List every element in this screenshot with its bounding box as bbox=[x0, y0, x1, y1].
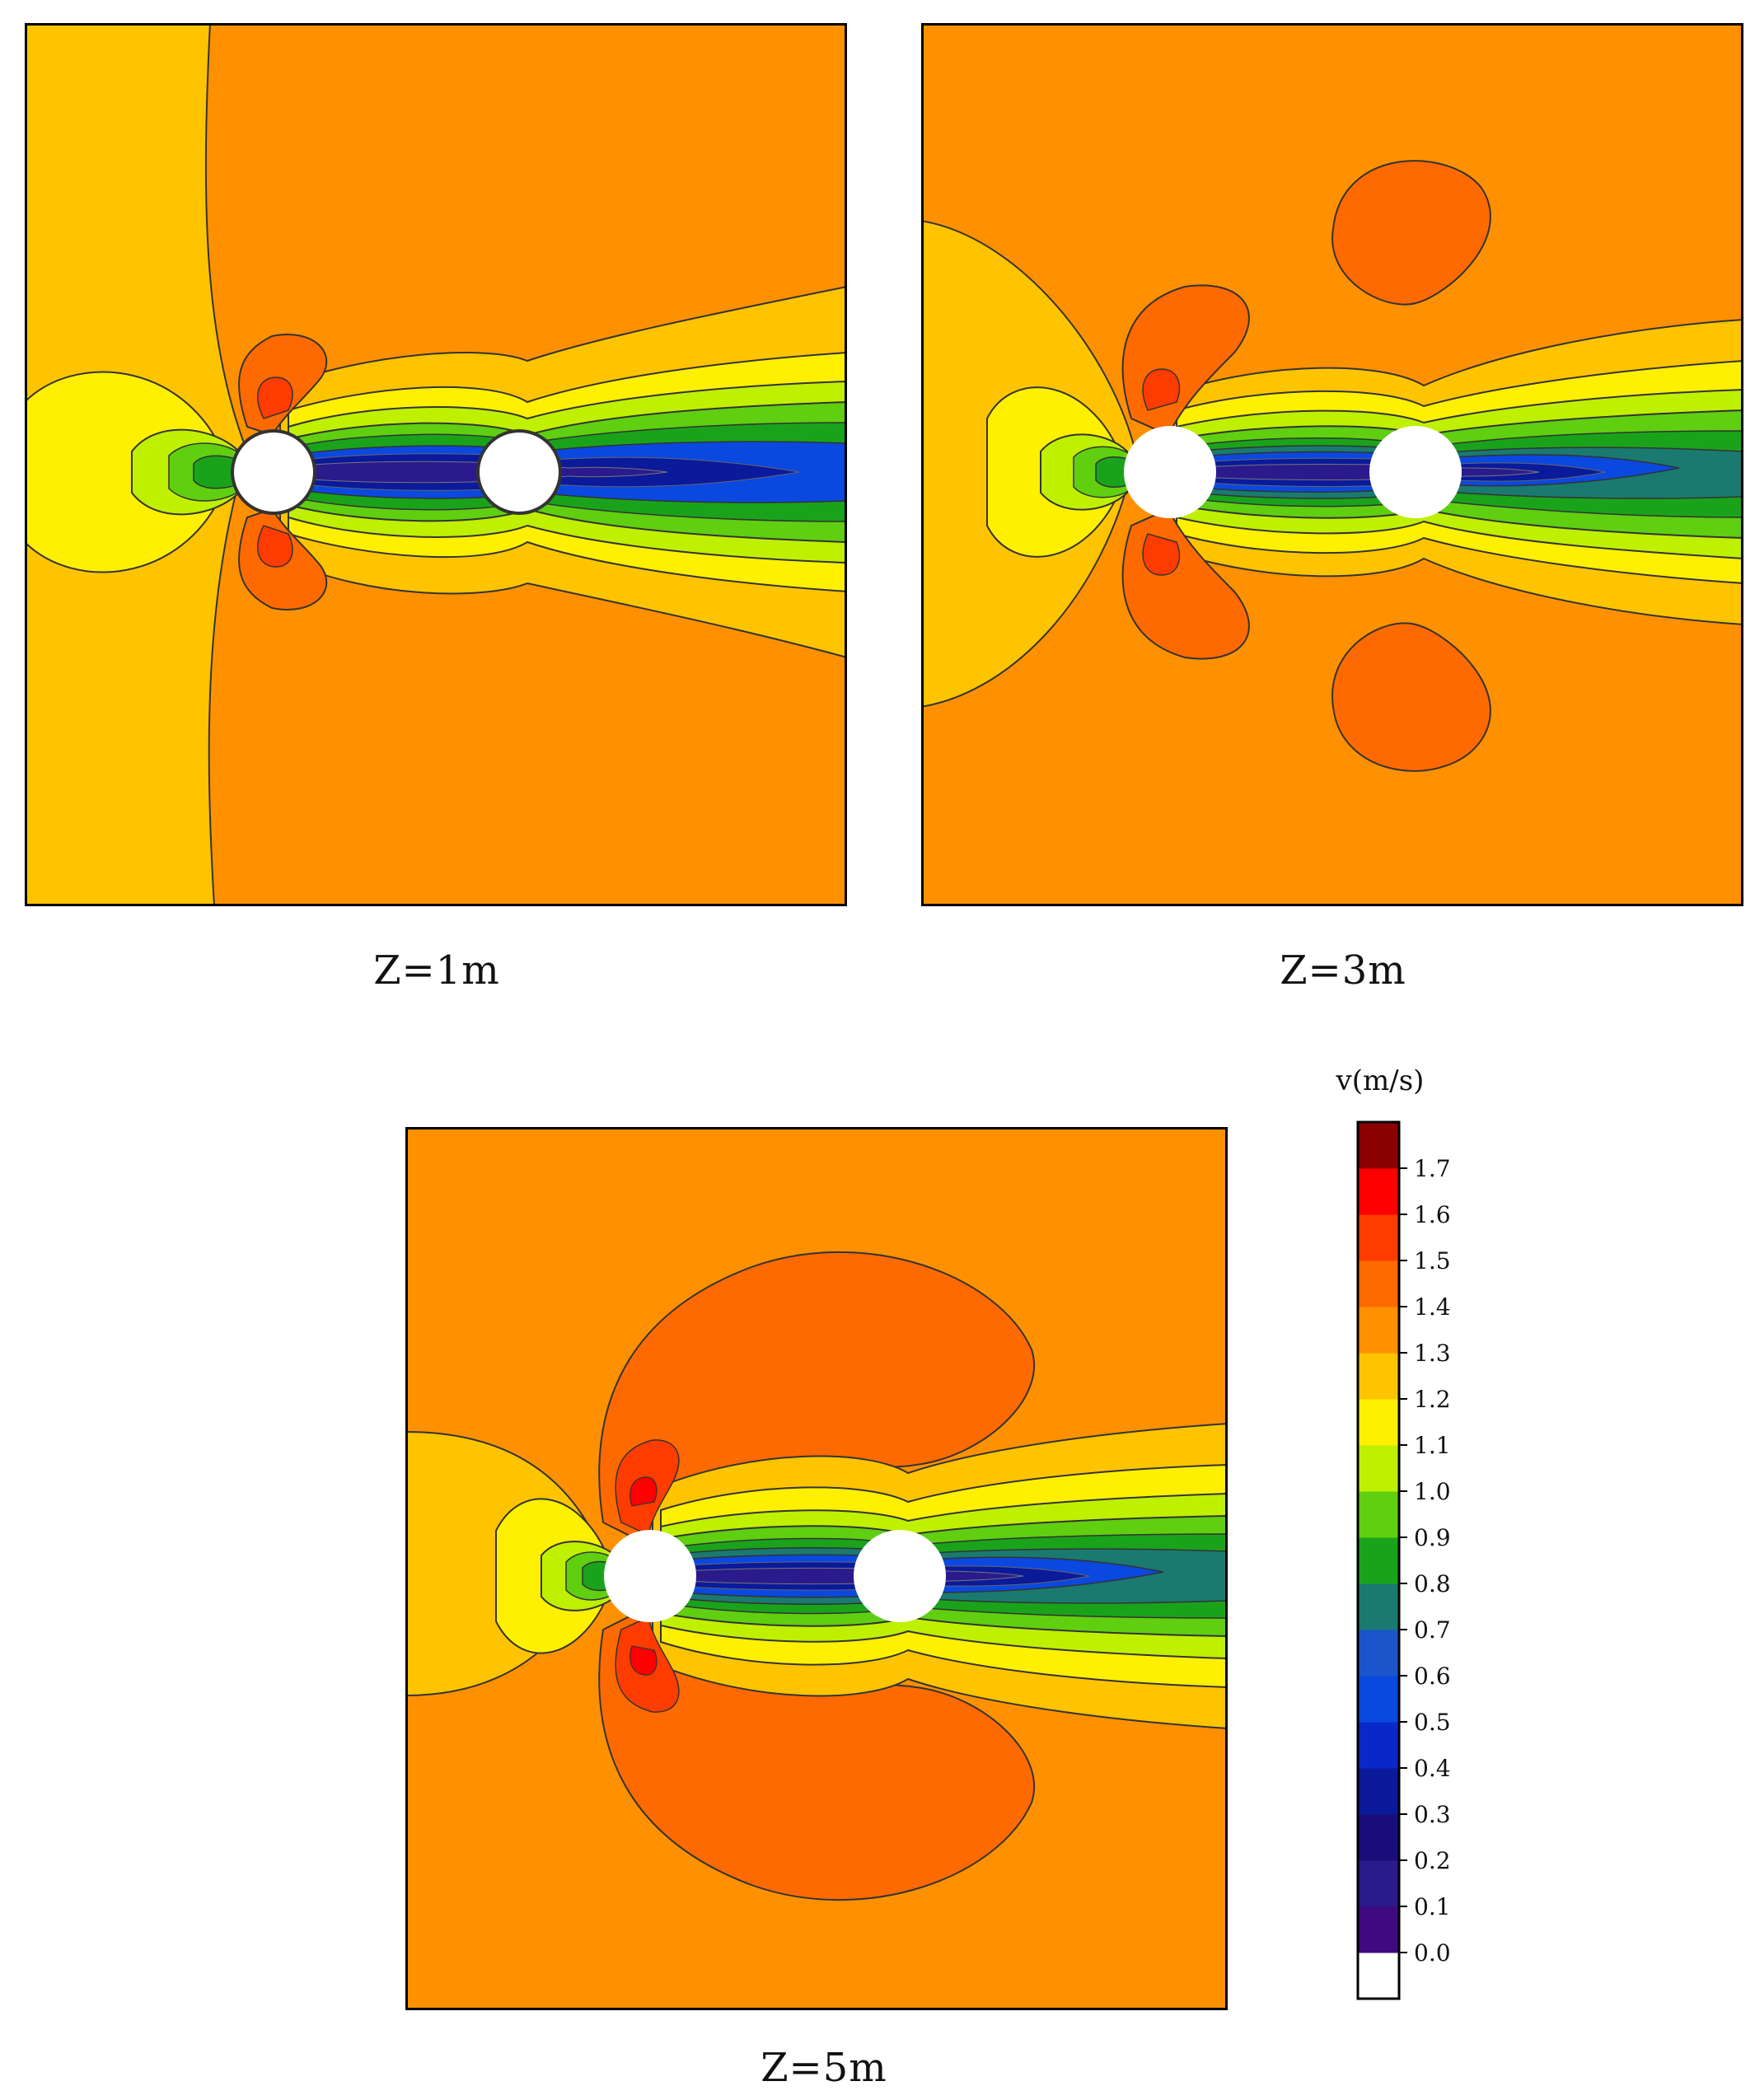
colorbar-swatch bbox=[1358, 1307, 1399, 1354]
caption-z3: Z=3m bbox=[1280, 947, 1406, 994]
colorbar-swatch bbox=[1358, 1953, 1399, 1999]
colorbar-swatch bbox=[1358, 1214, 1399, 1261]
colorbar-tick-label: 0.4 bbox=[1414, 1755, 1451, 1782]
panel-z5 bbox=[405, 1127, 1228, 2010]
colorbar-swatch bbox=[1358, 1445, 1399, 1492]
panel-z1 bbox=[25, 23, 847, 906]
colorbar-tick-label: 1.5 bbox=[1414, 1247, 1451, 1274]
colorbar-swatch bbox=[1358, 1814, 1399, 1861]
contour-plot-z3 bbox=[921, 23, 1743, 906]
colorbar-swatch bbox=[1358, 1906, 1399, 1953]
colorbar-tick-label: 1.3 bbox=[1414, 1340, 1451, 1367]
contour-plot-z1 bbox=[25, 23, 847, 906]
colorbar-frame bbox=[1356, 1120, 1401, 2000]
colorbar-tick-label: 0.7 bbox=[1414, 1616, 1451, 1644]
colorbar-tick-label: 0.6 bbox=[1414, 1663, 1451, 1690]
colorbar-tick-label: 0.9 bbox=[1414, 1524, 1451, 1551]
colorbar-tick-label: 1.6 bbox=[1414, 1201, 1451, 1228]
colorbar-title: v(m/s) bbox=[1336, 1064, 1425, 1097]
colorbar-tick-label: 1.4 bbox=[1414, 1293, 1451, 1321]
colorbar-tick-label: 1.1 bbox=[1414, 1432, 1451, 1459]
colorbar-swatch bbox=[1358, 1260, 1399, 1307]
colorbar-swatch bbox=[1358, 1537, 1399, 1584]
colorbar-swatch bbox=[1358, 1860, 1399, 1907]
contour-plot-z5 bbox=[405, 1127, 1228, 2010]
colorbar-tick-label: 1.7 bbox=[1414, 1155, 1451, 1182]
colorbar-tick-label: 1.0 bbox=[1414, 1478, 1451, 1505]
caption-z5: Z=5m bbox=[760, 2045, 887, 2091]
colorbar-tick-label: 0.3 bbox=[1414, 1801, 1451, 1828]
colorbar-tick-label: 0.5 bbox=[1414, 1709, 1451, 1736]
colorbar-swatch bbox=[1358, 1122, 1399, 1169]
colorbar-swatch bbox=[1358, 1353, 1399, 1400]
colorbar-tick-label: 0.0 bbox=[1414, 1939, 1451, 1967]
colorbar-swatch bbox=[1358, 1583, 1399, 1630]
colorbar-tick-label: 0.8 bbox=[1414, 1570, 1451, 1597]
colorbar-tick-label: 0.1 bbox=[1414, 1893, 1451, 1920]
colorbar-tick-label: 0.2 bbox=[1414, 1847, 1451, 1874]
colorbar-swatch bbox=[1358, 1168, 1399, 1215]
colorbar: 0.0 0.1 0.2 0.3 0.4 0.5 0.6 0.7 0.8 0.9 1.0 1.1 1.2 1… bbox=[1356, 1120, 1451, 2000]
colorbar-swatch bbox=[1358, 1768, 1399, 1815]
colorbar-swatch bbox=[1358, 1491, 1399, 1538]
colorbar-swatch bbox=[1358, 1722, 1399, 1769]
panel-z3 bbox=[921, 23, 1743, 906]
caption-z1: Z=1m bbox=[373, 947, 500, 994]
colorbar-tick-label: 1.2 bbox=[1414, 1386, 1451, 1413]
colorbar-swatch bbox=[1358, 1399, 1399, 1446]
colorbar-swatch bbox=[1358, 1676, 1399, 1723]
colorbar-swatch bbox=[1358, 1630, 1399, 1677]
